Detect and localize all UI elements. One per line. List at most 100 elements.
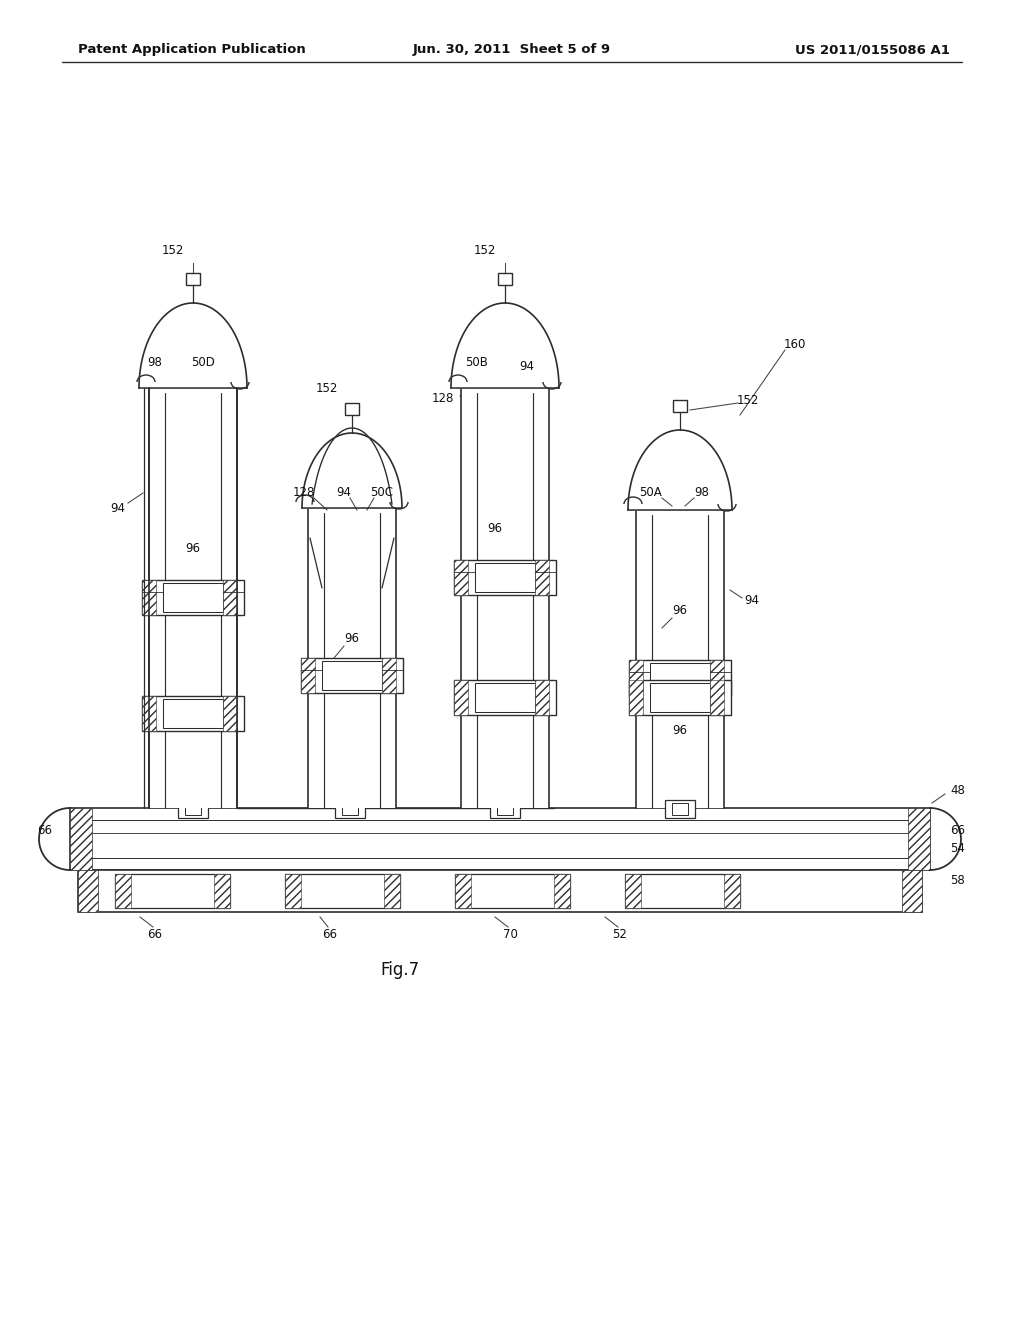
Bar bbox=[629, 680, 731, 715]
Bar bbox=[535, 560, 549, 595]
Bar bbox=[454, 560, 556, 595]
Bar bbox=[454, 680, 556, 715]
Bar bbox=[455, 874, 471, 908]
Polygon shape bbox=[451, 304, 559, 388]
Bar bbox=[498, 273, 512, 285]
Text: 70: 70 bbox=[503, 928, 517, 940]
Bar bbox=[223, 579, 237, 615]
Text: Jun. 30, 2011  Sheet 5 of 9: Jun. 30, 2011 Sheet 5 of 9 bbox=[413, 44, 611, 57]
Bar bbox=[454, 560, 468, 595]
Bar bbox=[475, 564, 535, 591]
Bar bbox=[150, 388, 237, 808]
Bar bbox=[461, 388, 549, 808]
Bar bbox=[142, 696, 156, 731]
Text: 160: 160 bbox=[783, 338, 806, 351]
Text: 94: 94 bbox=[337, 487, 351, 499]
Bar bbox=[629, 680, 643, 715]
Bar bbox=[345, 403, 359, 414]
Text: 66: 66 bbox=[147, 928, 163, 940]
Bar bbox=[285, 874, 400, 908]
Polygon shape bbox=[139, 304, 247, 388]
Bar bbox=[673, 400, 687, 412]
Text: 94: 94 bbox=[519, 359, 535, 372]
Bar bbox=[223, 696, 237, 731]
Bar bbox=[214, 874, 230, 908]
Text: 54: 54 bbox=[950, 842, 965, 854]
Bar bbox=[629, 660, 643, 696]
Bar bbox=[535, 680, 549, 715]
Text: 50A: 50A bbox=[639, 486, 662, 499]
Text: 48: 48 bbox=[950, 784, 965, 796]
Bar bbox=[163, 700, 223, 729]
Bar bbox=[308, 508, 396, 808]
Bar bbox=[382, 657, 396, 693]
Text: 152: 152 bbox=[315, 381, 338, 395]
Bar bbox=[629, 660, 731, 696]
Bar bbox=[908, 808, 930, 870]
Bar bbox=[650, 663, 710, 692]
Bar bbox=[163, 583, 223, 612]
Bar bbox=[70, 808, 930, 870]
Text: 96: 96 bbox=[673, 603, 687, 616]
Bar bbox=[70, 808, 92, 870]
Bar bbox=[554, 874, 570, 908]
Text: US 2011/0155086 A1: US 2011/0155086 A1 bbox=[795, 44, 950, 57]
Bar bbox=[454, 680, 468, 715]
Bar bbox=[475, 682, 535, 711]
Bar bbox=[142, 696, 244, 731]
Bar bbox=[490, 800, 520, 818]
Bar bbox=[186, 273, 200, 285]
Bar bbox=[335, 800, 365, 818]
Bar bbox=[142, 579, 156, 615]
Bar bbox=[384, 874, 400, 908]
Bar bbox=[301, 657, 315, 693]
Text: 94: 94 bbox=[111, 502, 126, 515]
Bar bbox=[672, 803, 688, 814]
Bar bbox=[342, 803, 358, 814]
Text: 50D: 50D bbox=[191, 356, 215, 370]
Bar bbox=[650, 682, 710, 711]
Text: 66: 66 bbox=[950, 824, 965, 837]
Bar bbox=[178, 800, 208, 818]
Bar bbox=[497, 803, 513, 814]
Bar bbox=[625, 874, 641, 908]
Bar bbox=[625, 874, 740, 908]
Text: 98: 98 bbox=[147, 356, 163, 370]
Bar bbox=[78, 870, 922, 912]
Bar bbox=[115, 874, 230, 908]
Bar bbox=[301, 657, 403, 693]
Bar bbox=[455, 874, 570, 908]
Text: Fig.7: Fig.7 bbox=[381, 961, 420, 979]
Bar bbox=[665, 800, 695, 818]
Bar bbox=[78, 870, 98, 912]
Text: 128: 128 bbox=[293, 487, 315, 499]
Text: 50C: 50C bbox=[371, 487, 393, 499]
Bar bbox=[724, 874, 740, 908]
Bar bbox=[636, 510, 724, 808]
Bar bbox=[285, 874, 301, 908]
Text: 50B: 50B bbox=[466, 356, 488, 370]
Text: 66: 66 bbox=[323, 928, 338, 940]
Bar bbox=[902, 870, 922, 912]
Text: 152: 152 bbox=[474, 243, 497, 256]
Bar bbox=[710, 680, 724, 715]
Bar bbox=[185, 803, 201, 814]
Text: 96: 96 bbox=[185, 541, 201, 554]
Text: 94: 94 bbox=[744, 594, 760, 606]
Text: 96: 96 bbox=[344, 631, 359, 644]
Text: 96: 96 bbox=[673, 723, 687, 737]
Bar bbox=[115, 874, 131, 908]
Bar bbox=[322, 661, 382, 690]
Text: Patent Application Publication: Patent Application Publication bbox=[78, 44, 306, 57]
Text: 152: 152 bbox=[162, 243, 184, 256]
Text: 66: 66 bbox=[37, 824, 52, 837]
Bar bbox=[142, 579, 244, 615]
Text: 58: 58 bbox=[950, 874, 965, 887]
Polygon shape bbox=[302, 433, 402, 508]
Bar bbox=[710, 660, 724, 696]
Polygon shape bbox=[628, 430, 732, 510]
Text: 128: 128 bbox=[432, 392, 455, 404]
Text: 152: 152 bbox=[737, 393, 759, 407]
Text: 52: 52 bbox=[612, 928, 628, 940]
Text: 98: 98 bbox=[694, 486, 710, 499]
